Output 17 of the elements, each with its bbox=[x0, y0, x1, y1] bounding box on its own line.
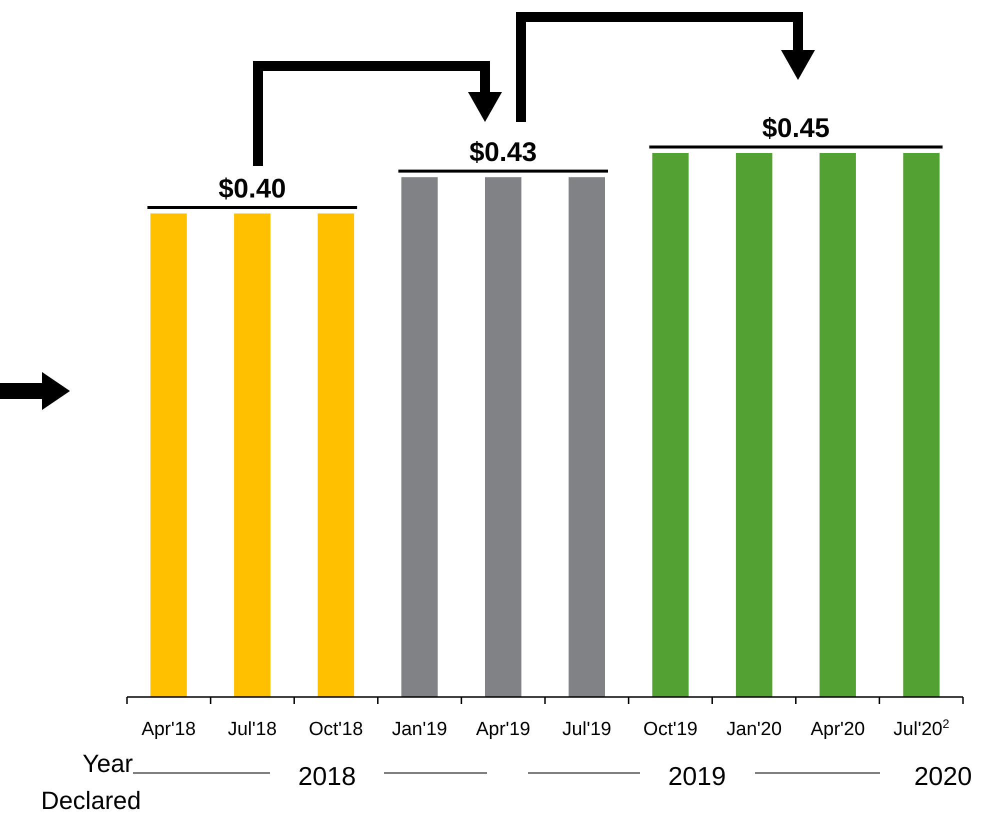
x-tick-label: Oct'18 bbox=[308, 719, 364, 740]
x-tick-label: Jul'20$^{2}$ bbox=[893, 717, 950, 740]
x-tick-label: Oct'19 bbox=[643, 719, 698, 740]
text: 2018 bbox=[298, 761, 356, 791]
data-label: $0.40 bbox=[218, 173, 286, 204]
text: 2020 bbox=[914, 761, 972, 791]
x-tick-label: Jan'19 bbox=[392, 719, 448, 740]
text: 2019 bbox=[668, 761, 726, 791]
x-tick-label: Apr'18 bbox=[141, 719, 196, 740]
x-tick-label: Apr'19 bbox=[476, 719, 530, 740]
x-tick-label: Jul'19 bbox=[562, 719, 612, 740]
x-tick-label: Jan'20 bbox=[726, 719, 782, 740]
x-tick-label: Jul'18 bbox=[228, 719, 277, 740]
data-label: $0.45 bbox=[762, 113, 830, 143]
x-tick-label: Apr'20 bbox=[810, 719, 865, 740]
data-label: $0.43 bbox=[469, 137, 537, 168]
text: Year Declared bbox=[40, 750, 141, 814]
